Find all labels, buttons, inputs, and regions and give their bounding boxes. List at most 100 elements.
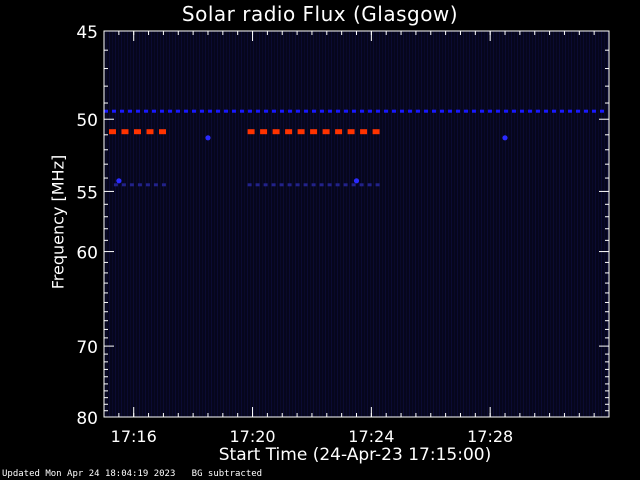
band-segment (376, 109, 380, 113)
band-segment (375, 183, 380, 187)
band-segment (367, 183, 372, 187)
band-segment (297, 129, 305, 135)
band-segment (137, 183, 142, 187)
band-segment (512, 109, 516, 113)
band-segment (368, 109, 372, 113)
band-segment (145, 183, 150, 187)
band-segment (272, 109, 276, 113)
band-segment (328, 109, 332, 113)
band-segment (568, 109, 572, 113)
band-segment (109, 129, 116, 135)
band-segment (279, 183, 284, 187)
band-segment (263, 183, 268, 187)
band-segment (528, 109, 532, 113)
band-segment (336, 109, 340, 113)
chart-title: Solar radio Flux (Glasgow) (181, 2, 459, 26)
band-segment (121, 183, 126, 187)
band-segment (344, 109, 348, 113)
band-segment (560, 109, 564, 113)
band-segment (351, 183, 356, 187)
band-segment (536, 109, 540, 113)
band-segment (144, 109, 148, 113)
band-segment (400, 109, 404, 113)
band-segment (208, 109, 212, 113)
band-segment (272, 129, 280, 135)
band-segment (160, 109, 164, 113)
band-segment (168, 109, 172, 113)
band-segment (424, 109, 428, 113)
band-segment (544, 109, 548, 113)
x-axis-label: Start Time (24-Apr-23 17:15:00) (218, 445, 492, 465)
band-segment (488, 109, 492, 113)
y-tick-label: 50 (76, 111, 98, 131)
y-tick-label: 60 (76, 244, 98, 264)
plot-area-background (104, 31, 609, 417)
band-segment (372, 129, 380, 135)
emission-band-3 (113, 183, 166, 187)
band-segment (552, 109, 556, 113)
emission-band-4 (247, 183, 380, 187)
band-segment (327, 183, 332, 187)
band-segment (280, 109, 284, 113)
band-segment (464, 109, 468, 113)
band-segment (576, 109, 580, 113)
y-axis-label: Frequency [MHz] (48, 154, 68, 290)
band-segment (285, 129, 293, 135)
band-segment (128, 109, 132, 113)
y-tick-label: 55 (76, 183, 98, 203)
band-segment (304, 109, 308, 113)
band-segment (335, 129, 343, 135)
band-segment (104, 109, 108, 113)
band-segment (322, 129, 330, 135)
band-segment (288, 109, 292, 113)
emission-band-2 (247, 129, 380, 135)
emission-point-5 (205, 135, 211, 141)
band-segment (248, 109, 252, 113)
band-segment (112, 109, 116, 113)
band-segment (136, 109, 140, 113)
band-segment (440, 109, 444, 113)
band-segment (120, 109, 124, 113)
band-segment (320, 109, 324, 113)
band-segment (260, 129, 268, 135)
band-segment (192, 109, 196, 113)
x-tick-label: 17:16 (111, 427, 157, 446)
band-segment (392, 109, 396, 113)
band-segment (504, 109, 508, 113)
band-segment (448, 109, 452, 113)
band-segment (134, 129, 141, 135)
band-segment (271, 183, 276, 187)
y-tick-label: 70 (76, 338, 98, 358)
band-segment (216, 109, 220, 113)
axis-ticks: 17:16 17:20 17:24 17:28 45 50 55 60 70 80 (76, 23, 609, 446)
emission-band-0 (104, 109, 604, 113)
band-segment (247, 129, 255, 135)
x-tick-label: 17:24 (348, 427, 394, 446)
band-segment (159, 129, 166, 135)
band-segment (343, 183, 348, 187)
band-segment (310, 129, 318, 135)
band-segment (311, 183, 316, 187)
band-segment (256, 109, 260, 113)
band-segment (176, 109, 180, 113)
band-segment (432, 109, 436, 113)
band-segment (184, 109, 188, 113)
band-segment (129, 183, 134, 187)
band-segment (496, 109, 500, 113)
band-segment (360, 129, 368, 135)
y-tick-label: 80 (76, 409, 98, 429)
band-segment (255, 183, 260, 187)
band-segment (480, 109, 484, 113)
band-segment (303, 183, 308, 187)
band-segment (384, 109, 388, 113)
band-segment (153, 183, 158, 187)
band-segment (472, 109, 476, 113)
band-segment (287, 183, 292, 187)
emission-band-1 (109, 129, 166, 135)
band-segment (456, 109, 460, 113)
update-timestamp: Updated Mon Apr 24 18:04:19 2023 BG subt… (2, 469, 263, 479)
band-segment (347, 129, 355, 135)
x-tick-label: 17:20 (229, 427, 275, 446)
band-segment (240, 109, 244, 113)
band-segment (360, 109, 364, 113)
